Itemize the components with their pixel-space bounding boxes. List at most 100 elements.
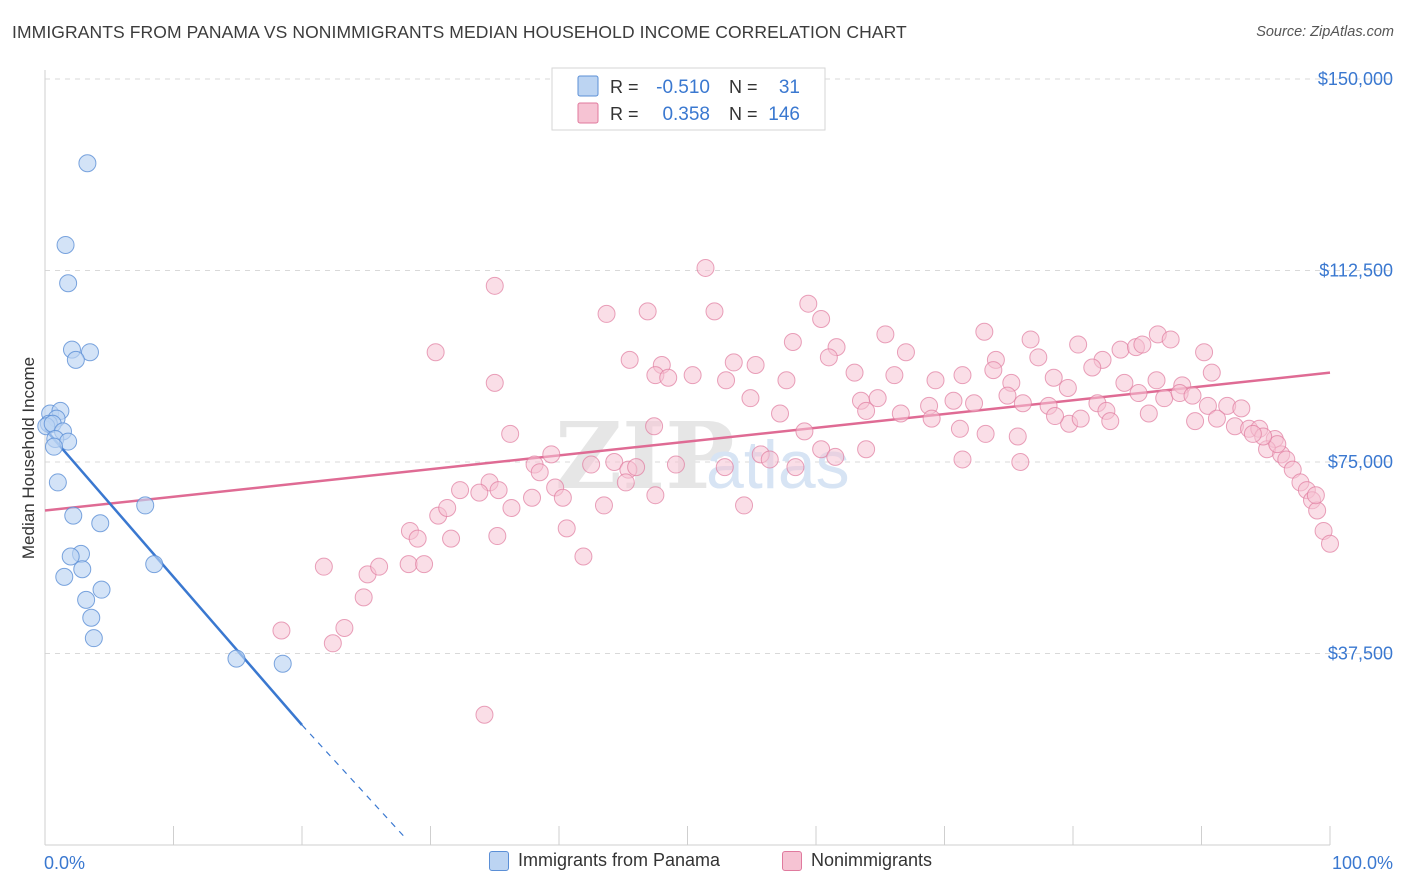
y-tick-label-3: $150,000	[1318, 69, 1393, 89]
panama-point-25	[92, 580, 111, 599]
y-tick-label-2: $112,500	[1319, 261, 1393, 281]
nonimmigrants-point-61	[1155, 389, 1174, 408]
panama-point-1	[56, 235, 75, 254]
nonimmigrants-point-123	[594, 496, 613, 515]
nonimmigrants-point-66	[1232, 399, 1251, 418]
nonimmigrants-point-147	[475, 705, 494, 724]
trend-lines	[44, 371, 1331, 838]
nonimmigrants-point-143	[354, 588, 373, 607]
nonimmigrants-point-136	[488, 527, 507, 546]
nonimmigrants-point-3	[638, 302, 657, 321]
nonimmigrants-point-33	[683, 366, 702, 385]
nonimmigrants-point-146	[323, 634, 342, 653]
nonimmigrants-point-116	[451, 481, 470, 500]
nonimmigrants-point-15	[1111, 340, 1130, 359]
legend-item-panama[interactable]: Immigrants from Panama	[489, 850, 720, 871]
legend-n-label-pink: N =	[729, 104, 758, 124]
nonimmigrants-point-48	[741, 389, 760, 408]
nonimmigrants-point-5	[799, 294, 818, 313]
nonimmigrants-point-118	[489, 481, 508, 500]
nonimmigrants-point-74	[976, 424, 995, 443]
nonimmigrants-point-14	[1161, 330, 1180, 349]
nonimmigrants-point-55	[998, 386, 1017, 405]
panama-point-5	[66, 350, 85, 369]
nonimmigrants-point-94	[1308, 501, 1327, 520]
nonimmigrants-point-37	[885, 366, 904, 385]
nonimmigrants-point-26	[1029, 348, 1048, 367]
nonimmigrants-point-34	[717, 371, 736, 390]
legend-n-label-blue: N =	[729, 77, 758, 97]
nonimmigrants-point-47	[1202, 363, 1221, 382]
panama-point-4	[80, 343, 99, 362]
nonimmigrants-point-24	[896, 343, 915, 362]
nonimmigrants-point-77	[1207, 409, 1226, 428]
panama-point-30	[273, 654, 292, 673]
panama-point-16	[48, 473, 67, 492]
nonimmigrants-point-71	[891, 404, 910, 423]
nonimmigrants-point-115	[1011, 453, 1030, 471]
legend-item-nonimmigrants[interactable]: Nonimmigrants	[782, 850, 932, 871]
nonimmigrants-point-79	[1046, 407, 1065, 426]
x-tick-labels: 0.0% 100.0%	[44, 853, 1393, 873]
nonimmigrants-point-40	[984, 361, 1003, 380]
nonimmigrants-point-81	[1139, 404, 1158, 423]
nonimmigrants-point-140	[370, 557, 389, 576]
panama-trend-extension	[301, 724, 406, 838]
nonimmigrants-point-141	[399, 555, 418, 574]
nonimmigrants-point-2	[597, 304, 616, 323]
nonimmigrants-point-73	[950, 419, 969, 438]
nonimmigrants-point-134	[408, 529, 427, 548]
y-tick-label-0: $37,500	[1328, 644, 1393, 664]
panama-point-22	[145, 555, 164, 574]
nonimmigrants-point-21	[724, 353, 743, 372]
legend-r-label-pink: R =	[610, 104, 639, 124]
nonimmigrants-point-60	[1129, 384, 1148, 403]
nonimmigrants-point-78	[1071, 409, 1090, 428]
nonimmigrants-point-44	[1115, 373, 1134, 392]
nonimmigrants-point-4	[705, 302, 724, 321]
nonimmigrants-point-12	[1069, 335, 1088, 354]
panama-point-18	[136, 496, 155, 515]
nonimmigrants-point-107	[666, 455, 685, 474]
panama-point-17	[64, 506, 83, 525]
correlation-legend: R = -0.510 N = 31 R = 0.358 N = 146	[551, 67, 826, 131]
nonimmigrants-point-102	[542, 445, 561, 464]
nonimmigrants-point-30	[485, 373, 504, 392]
nonimmigrants-point-145	[335, 618, 354, 637]
nonimmigrants-point-96	[1321, 534, 1339, 553]
nonimmigrants-point-70	[857, 401, 876, 420]
panama-points	[37, 154, 292, 673]
nonimmigrants-point-10	[975, 322, 994, 341]
nonimmigrants-point-18	[426, 343, 445, 362]
nonimmigrants-point-8	[783, 332, 802, 351]
nonimmigrants-point-36	[845, 363, 864, 382]
axes	[44, 70, 1331, 846]
nonimmigrants-point-49	[771, 404, 790, 423]
nonimmigrants-point-130	[438, 498, 457, 517]
nonimmigrants-point-125	[646, 486, 665, 505]
nonimmigrants-point-54	[965, 394, 984, 413]
legend-r-value-blue: -0.510	[656, 77, 710, 98]
nonimmigrants-points	[272, 258, 1339, 724]
nonimmigrants-point-67	[501, 424, 520, 443]
nonimmigrants-point-144	[272, 621, 291, 640]
nonimmigrants-point-99	[1306, 486, 1325, 505]
y-tick-labels: $37,500 $75,000 $112,500 $150,000	[1318, 69, 1393, 664]
nonimmigrants-point-6	[812, 310, 831, 329]
nonimmigrants-point-80	[1101, 412, 1120, 431]
nonimmigrants-point-112	[826, 447, 845, 466]
nonimmigrants-point-0	[696, 258, 715, 277]
panama-point-23	[73, 560, 92, 579]
nonimmigrants-point-127	[786, 458, 805, 477]
panama-point-29	[227, 649, 246, 668]
nonimmigrants-point-114	[953, 450, 972, 469]
y-tick-label-1: $75,000	[1328, 452, 1393, 472]
nonimmigrants-point-100	[1243, 424, 1262, 443]
legend-r-label-blue: R =	[610, 77, 639, 97]
nonimmigrants-point-124	[616, 473, 635, 492]
nonimmigrants-point-43	[1058, 378, 1077, 397]
nonimmigrants-point-106	[627, 458, 646, 477]
nonimmigrants-point-72	[922, 409, 941, 428]
nonimmigrants-point-137	[574, 547, 593, 566]
